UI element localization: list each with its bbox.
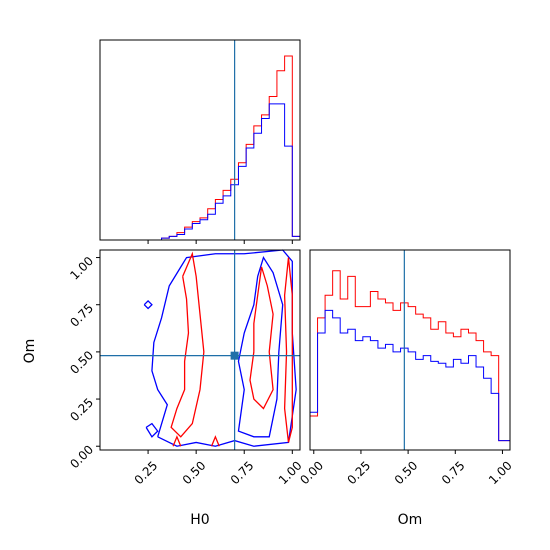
om-hist-series-blue	[309, 309, 511, 450]
contour-line-blue	[237, 256, 284, 438]
x-axis-label-h0: H0	[190, 512, 209, 528]
contour-line-red	[172, 435, 182, 447]
truth-marker	[230, 351, 239, 360]
om-x-tick-label: 1.00	[486, 458, 515, 487]
h0-x-tick-label: 0.25	[132, 458, 161, 487]
contour-line-blue	[145, 422, 159, 438]
om-x-tick-label: 0.25	[344, 458, 373, 487]
om-y-tick-label: 0.25	[67, 395, 96, 424]
om-x-tick-label: 0.75	[439, 458, 468, 487]
contour-line-blue	[143, 300, 153, 310]
h0-marginal-histogram	[99, 39, 301, 244]
om-y-tick-label: 0.50	[67, 348, 96, 377]
contour-frame	[99, 249, 301, 451]
h0-x-tick-label: 0.75	[228, 458, 257, 487]
om-x-tick-label: 0.00	[297, 458, 326, 487]
om-y-tick-label: 0.00	[67, 442, 96, 471]
om-marginal-histogram: 0.00 0.25 0.50 0.75 1.00	[297, 249, 515, 487]
om-hist-series-red	[309, 270, 511, 450]
contour-line-blue	[151, 249, 297, 447]
contour-line-red	[170, 251, 205, 438]
om-x-tick-label: 0.50	[392, 458, 421, 487]
contour-line-red	[283, 257, 293, 443]
y-axis-label-om: Om	[22, 339, 38, 364]
x-axis-label-om: Om	[398, 512, 423, 528]
om-y-tick-label: 0.75	[67, 301, 96, 330]
h0-x-tick-label: 0.50	[180, 458, 209, 487]
h0-hist-series-blue	[100, 103, 301, 241]
h0-x-tick-label: 1.00	[276, 458, 305, 487]
contour-line-red	[249, 266, 274, 410]
h0-hist-frame	[99, 39, 301, 241]
om-y-tick-label: 1.00	[67, 254, 96, 283]
h0-om-contour-panel: 0.25 0.50 0.75 1.00 0.00 0.25 0.50 0.75 1.00	[67, 249, 305, 487]
h0-hist-series-red	[100, 55, 301, 241]
om-hist-frame	[309, 249, 511, 451]
contour-line-red	[210, 435, 220, 447]
